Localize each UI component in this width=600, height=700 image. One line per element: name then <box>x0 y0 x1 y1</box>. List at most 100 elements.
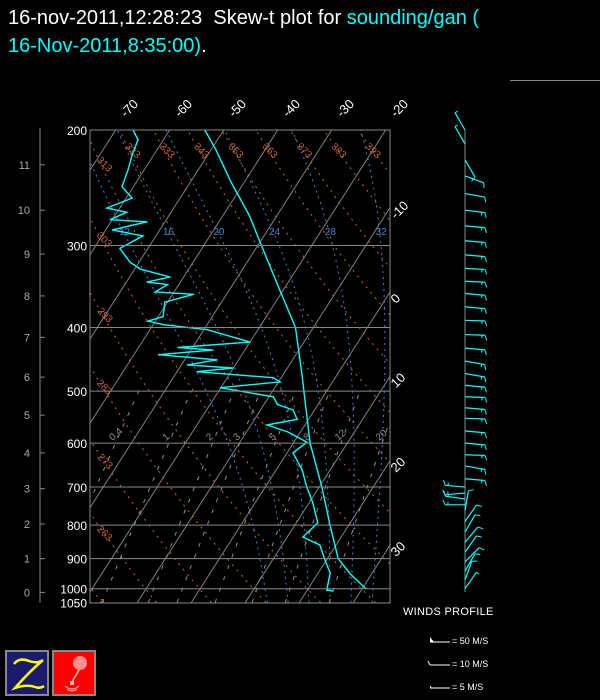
moist-adiabat-16 <box>116 130 289 603</box>
dewpoint-point <box>249 341 251 343</box>
height-tick-label: 1 <box>24 554 30 566</box>
height-tick-label: 2 <box>24 519 30 531</box>
wind-barb <box>464 465 487 475</box>
pressure-tick-label: 1000 <box>60 583 87 597</box>
dewpoint-point <box>147 320 149 322</box>
legend-barb-full <box>427 660 431 666</box>
dry-adiabat-label: 323 <box>123 141 143 161</box>
wind-barb-full <box>476 535 482 538</box>
wind-barb <box>464 430 487 439</box>
wind-barb <box>442 489 466 496</box>
mixing-ratio-1 <box>101 390 192 603</box>
height-tick-label: 10 <box>18 205 30 217</box>
plot-title: 16-nov-2011,12:28:23 Skew-t plot for sou… <box>8 4 598 60</box>
wind-barb <box>464 292 487 301</box>
wind-barb-shaft <box>464 333 486 336</box>
moist-adiabat-12 <box>90 160 268 603</box>
wind-barb-shaft <box>464 535 477 553</box>
wind-barb-shaft <box>445 484 466 488</box>
dewpoint-point <box>162 324 164 326</box>
wind-barb <box>454 124 466 145</box>
z-logo <box>5 650 49 696</box>
temperature-tick-label: -10 <box>388 198 412 222</box>
wind-barb-half <box>476 571 480 575</box>
wind-barb <box>464 225 487 233</box>
dewpoint-point <box>146 281 148 283</box>
balloon-logo <box>52 650 96 696</box>
wind-barb-full <box>484 480 487 486</box>
moist-adiabat-24 <box>224 130 331 603</box>
wind-barb-full <box>484 444 487 451</box>
dewpoint-point <box>162 316 164 318</box>
wind-barb-full <box>484 409 487 415</box>
dewpoint-point <box>272 377 274 379</box>
isotherm--50 <box>90 130 225 340</box>
moist-adiabat-label: 24 <box>269 227 281 238</box>
wind-barb-full <box>484 269 488 275</box>
wind-barb-shaft <box>464 292 485 296</box>
wind-barb-shaft <box>454 126 466 145</box>
isotherm-10 <box>244 375 390 603</box>
wind-barb-shaft <box>464 526 479 543</box>
isotherm-40 <box>407 130 600 603</box>
moist-adiabat-20 <box>165 130 310 603</box>
wind-barb-full <box>484 320 488 327</box>
wind-barb-shaft <box>464 553 476 572</box>
mixing-ratio-0.4 <box>90 390 140 503</box>
dewpoint-point <box>216 359 218 361</box>
wind-barb <box>464 347 487 356</box>
wind-barb <box>464 193 487 203</box>
dry-adiabat-label: 303 <box>94 230 114 250</box>
wind-barb-full <box>484 256 487 262</box>
dry-adiabat-label: 353 <box>226 141 246 161</box>
wind-barb-full <box>474 514 481 517</box>
dewpoint-point <box>312 502 314 504</box>
mixing-ratio-label: 20 <box>374 428 390 444</box>
wind-barb-full <box>443 490 446 497</box>
wind-barb <box>464 553 481 572</box>
title-sounding-name: sounding/gan ( <box>346 7 480 29</box>
isotherm--60 <box>90 130 171 256</box>
wind-barb-shaft <box>464 347 485 351</box>
dewpoint-trace <box>104 130 334 592</box>
wind-barb-shaft <box>464 430 485 434</box>
dewpoint-point <box>137 139 139 141</box>
dewpoint-point <box>296 418 298 420</box>
wind-barb <box>464 254 487 262</box>
dry-adiabat-label: 273 <box>95 452 115 472</box>
dewpoint-point <box>106 207 108 209</box>
dewpoint-point <box>301 469 303 471</box>
dry-adiabat-label: 363 <box>260 141 280 161</box>
isotherm-20 <box>298 459 390 603</box>
wind-barb-shaft <box>464 254 485 258</box>
wind-barb <box>464 560 478 581</box>
wind-barb <box>464 280 488 288</box>
dewpoint-point <box>111 229 113 231</box>
moist-adiabat-label: 16 <box>163 227 175 238</box>
wind-barb <box>464 333 488 341</box>
pressure-tick-label: 300 <box>67 240 87 254</box>
dry-adiabat-313 <box>90 139 390 565</box>
wind-barb-full <box>484 418 488 425</box>
mixing-ratio-12 <box>284 390 361 603</box>
dewpoint-point <box>292 452 294 454</box>
dewpoint-point <box>157 354 159 356</box>
temperature-tick-label: -60 <box>171 96 195 120</box>
height-tick-label: 0 <box>24 587 30 599</box>
legend-barb-flag <box>430 637 434 642</box>
mixing-ratio-2 <box>147 390 235 603</box>
mixing-ratio-3 <box>176 390 261 603</box>
mixing-ratio-label: 0.4 <box>107 426 125 444</box>
wind-barb-half <box>454 124 458 128</box>
dewpoint-point <box>169 276 171 278</box>
wind-barb-half <box>480 376 483 380</box>
wind-barb-full <box>468 489 474 492</box>
wind-barb <box>464 306 487 314</box>
wind-barb <box>464 478 487 486</box>
legend-10ms: = 10 M/S <box>452 659 489 669</box>
temperature-tick-label: -20 <box>387 96 411 120</box>
dewpoint-point <box>326 589 328 591</box>
temperature-tick-label: 20 <box>388 454 409 475</box>
dewpoint-point <box>329 572 331 574</box>
pressure-tick-label: 500 <box>67 385 87 399</box>
